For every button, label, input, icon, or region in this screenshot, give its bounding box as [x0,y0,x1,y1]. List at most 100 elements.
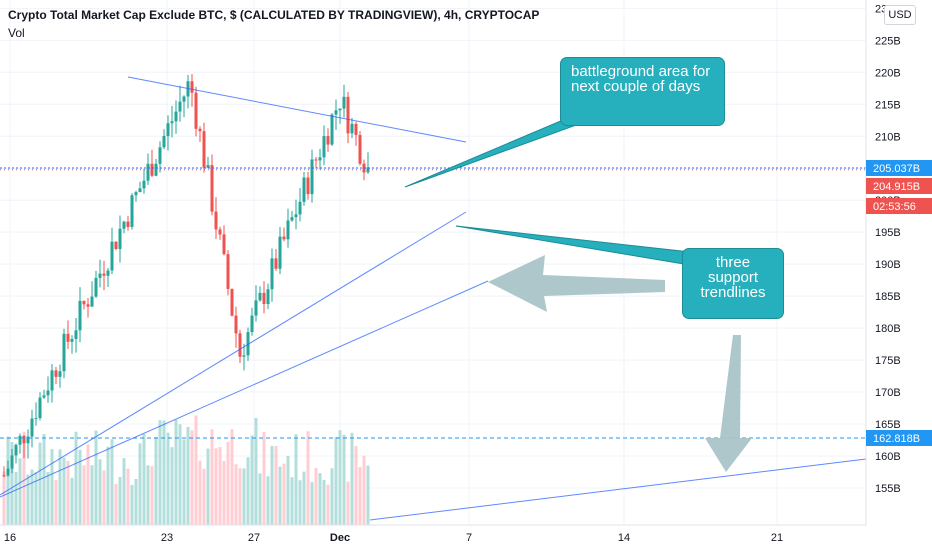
candle-body [310,159,314,195]
candle-body [38,397,42,419]
candle-body [218,229,222,235]
candle-body [58,371,62,377]
candle-body [358,135,362,164]
candle-body [174,111,178,122]
candle-body [206,165,210,168]
volume-bar [26,474,30,525]
chart-title: Crypto Total Market Cap Exclude BTC, $ (… [8,8,540,22]
candle-body [118,228,122,249]
candle-body [162,135,166,148]
volume-bar [150,466,154,525]
candle-body [282,236,286,240]
candlestick-series [2,74,370,478]
candle-body [70,338,74,342]
volume-bar [306,431,310,525]
candle-body [242,355,246,357]
volume-bar [330,468,334,525]
volume-bar [14,472,18,525]
volume-bar [282,463,286,525]
candle-body [262,292,266,305]
candle-body [314,159,318,161]
volume-bar [334,436,338,525]
support-level-badge [866,430,932,446]
x-tick-label: 14 [618,532,630,544]
volume-bar [186,426,190,525]
volume-bar [298,480,302,525]
volume-bar [362,455,366,525]
currency-button[interactable]: USD [884,5,916,25]
volume-bar [234,464,238,525]
candle-body [278,236,282,269]
y-tick-label: 170B [875,387,901,399]
candle-body [318,157,322,161]
candle-body [6,468,10,476]
candle-body [138,188,142,193]
volume-bar [38,442,42,525]
x-tick-label: 27 [248,532,260,544]
candle-body [14,444,18,456]
candle-body [114,241,118,249]
candle-body [122,221,126,229]
volume-bar [266,476,270,525]
volume-bar [130,484,134,525]
volume-bar [218,447,222,525]
volume-bar [246,457,250,525]
support-callout: three support trendlines [682,248,784,319]
candle-body [10,455,14,469]
volume-bar [210,429,214,525]
candle-body [166,123,170,136]
x-tick-label: Dec [330,532,350,544]
candle-body [270,258,274,290]
volume-bar [158,420,162,525]
volume-bar [174,419,178,525]
volume-bar [350,432,354,525]
candle-body [54,370,58,377]
candle-body [62,333,66,372]
candle-body [18,435,22,445]
volume-bar [358,467,362,525]
volume-bar [290,477,294,525]
y-tick-label: 210B [875,131,901,143]
candle-body [22,435,26,444]
volume-bar [78,449,82,525]
volume-bar [278,466,282,525]
countdown-badge-text: 02:53:56 [873,201,916,213]
volume-bar [122,458,126,525]
candle-body [78,300,82,331]
candle-body [42,395,46,398]
trendlines [0,76,867,521]
candle-body [194,92,198,129]
volume-bar [254,417,258,525]
candle-body [158,147,162,164]
volume-indicator-label[interactable]: Vol [8,26,25,40]
candle-body [50,370,54,391]
volume-bar [42,434,46,525]
candle-body [86,304,90,307]
volume-bar [94,430,98,525]
candle-body [214,211,218,230]
x-tick-label: 7 [466,532,472,544]
volume-bar [166,432,170,525]
volume-bar [154,436,158,525]
x-tick-label: 16 [4,532,16,544]
battleground-pointer [404,116,591,188]
volume-bar [118,476,122,525]
volume-bar [258,473,262,525]
annotation-arrows [404,116,752,472]
candle-body [222,234,226,255]
candle-body [74,330,78,339]
candle-body [126,221,130,227]
volume-bar [326,484,330,525]
volume-bar [162,420,166,525]
volume-bar [230,429,234,525]
volume-bar [90,465,94,525]
candle-body [130,195,134,227]
volume-bar [22,431,26,525]
candle-body [326,136,330,145]
candle-body [26,436,30,444]
candle-body [330,114,334,145]
y-tick-label: 195B [875,227,901,239]
candle-body [178,101,182,112]
candle-body [246,332,250,356]
